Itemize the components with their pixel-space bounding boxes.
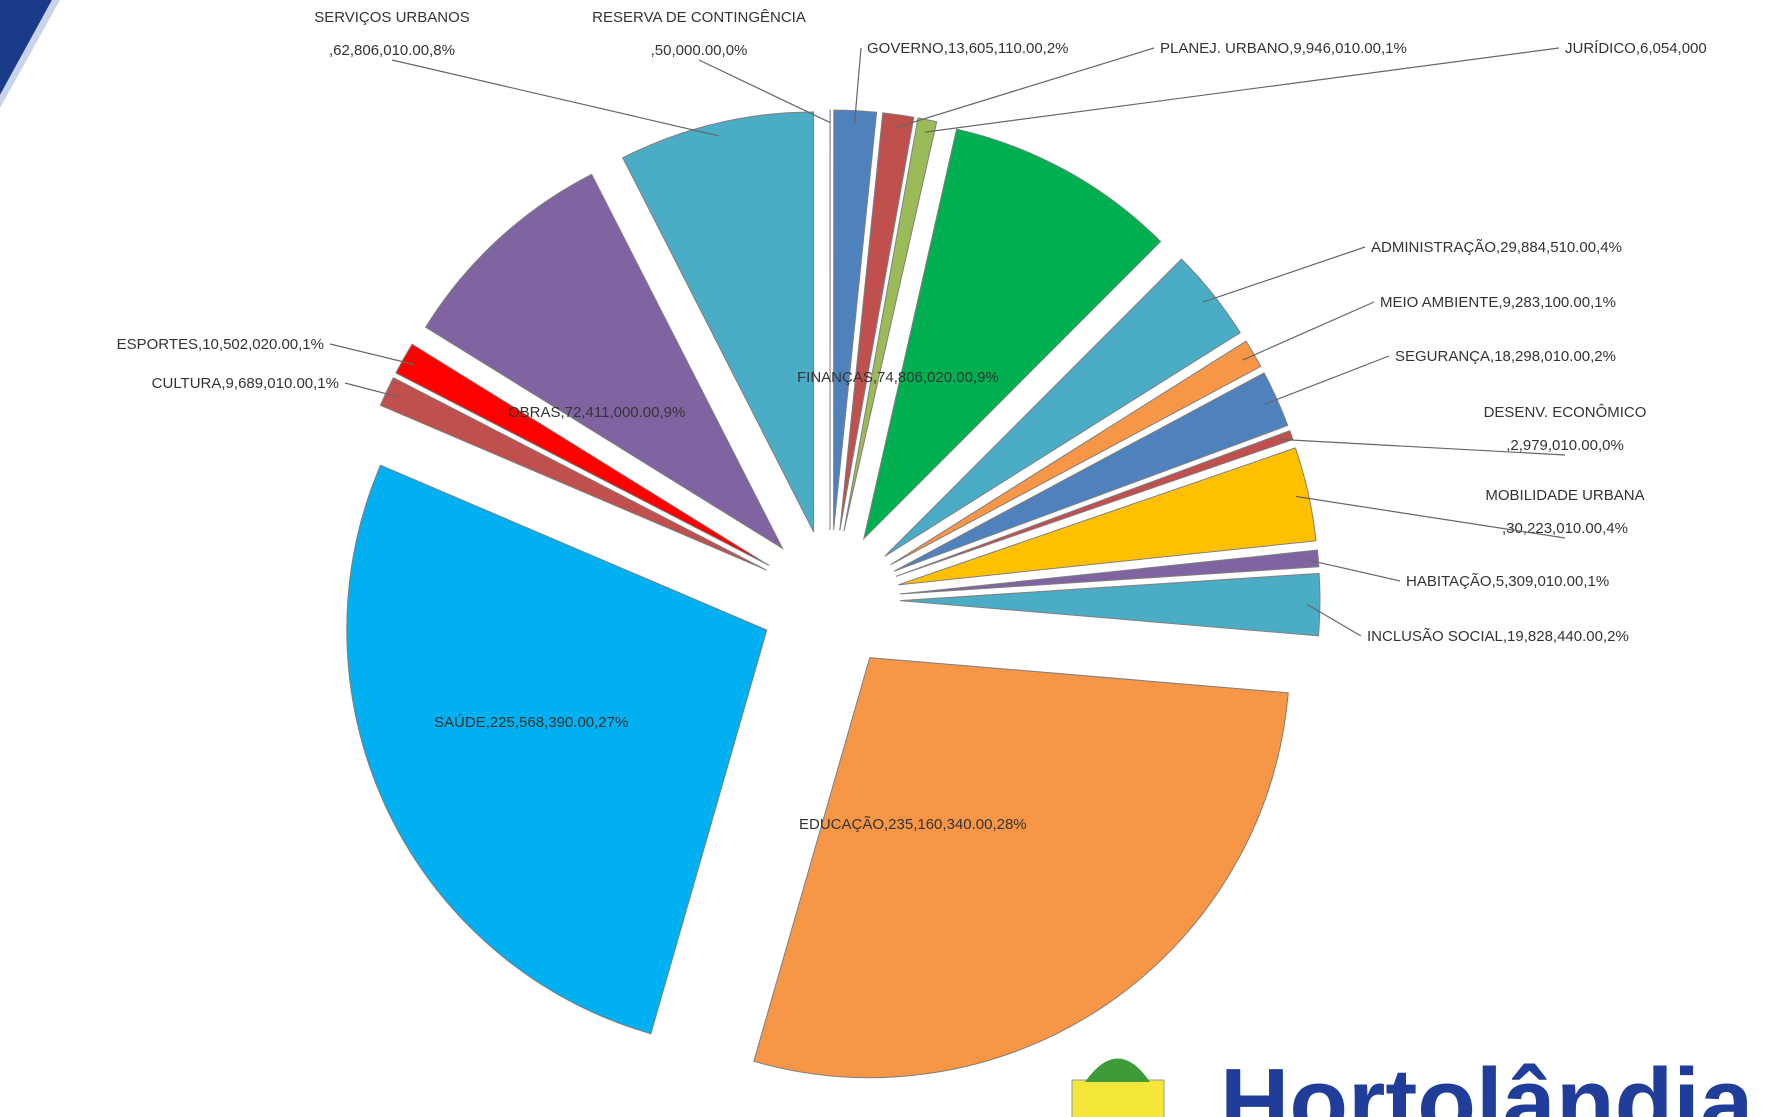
pie-slice [395,343,770,566]
label-value: ,9,283,100.00,1% [1498,294,1616,311]
leader-line [391,59,719,137]
label-category: HABITAÇÃO [1406,573,1492,590]
corner-stripe [0,0,60,108]
label-category: SAÚDE [434,714,486,731]
data-label: DESENV. ECONÔMICO ,2,979,010.00,0% [1484,404,1647,454]
leader-line [1279,438,1566,456]
pie-slice [898,447,1317,586]
logo: Hortolândia [1071,1049,1754,1117]
data-label: SERVIÇOS URBANOS ,62,806,010.00,8% [314,9,470,59]
data-label: EDUCAÇÃO,235,160,340.00,28% [799,816,1027,833]
label-value: ,18,298,010.00,2% [1490,348,1616,365]
leader-line [1305,558,1401,582]
label-category: MEIO AMBIENTE [1380,294,1498,311]
leader-line [1202,246,1366,303]
label-category: JURÍDICO [1565,40,1636,57]
pie-slice [884,258,1241,557]
label-category: FINANÇAS [797,369,873,386]
label-value: ,72,411,000.00,9% [561,404,686,421]
data-label: SAÚDE,225,568,390.00,27% [434,714,628,731]
label-value: ,30,223,010.00,4% [1502,520,1628,537]
label-value: ,19,828,440.00,2% [1503,628,1629,645]
label-category: MOBILIDADE URBANA [1485,487,1644,504]
label-value: ,9,689,010.00,1% [221,375,339,392]
leader-line [329,343,415,366]
label-category: DESENV. ECONÔMICO [1484,404,1647,421]
pie [346,109,1321,1079]
label-value: ,235,160,340.00,28% [884,816,1027,833]
data-label: FINANÇAS,74,806,020.00,9% [797,369,999,386]
data-label: MEIO AMBIENTE,9,283,100.00,1% [1380,294,1616,311]
label-category: RESERVA DE CONTINGÊNCIA [592,9,806,26]
leader-line [344,382,399,398]
pie-slice [622,111,815,533]
data-label: ADMINISTRAÇÃO,29,884,510.00,4% [1371,239,1622,256]
label-value: ,13,605,110.00,2% [944,40,1069,57]
label-category: ADMINISTRAÇÃO [1371,239,1496,256]
leader-line [1265,355,1390,405]
label-value: ,29,884,510.00,4% [1496,239,1622,256]
pie-slice [899,572,1321,637]
logo-icon-mound [1085,1058,1150,1082]
label-category: INCLUSÃO SOCIAL [1367,628,1503,645]
leader-line [1295,495,1566,539]
label-category: SEGURANÇA [1395,348,1490,365]
data-label: ESPORTES,10,502,020.00,1% [117,336,324,353]
data-label: SEGURANÇA,18,298,010.00,2% [1395,348,1616,365]
leader-line [1307,603,1362,637]
label-value: ,74,806,020.00,9% [873,369,999,386]
leader-line [924,47,1560,133]
pie-slice [843,117,938,532]
label-value: ,6,054,000 [1636,40,1707,57]
data-label: CULTURA,9,689,010.00,1% [152,375,339,392]
data-label: OBRAS,72,411,000.00,9% [508,404,685,421]
pie-slice [424,173,784,550]
label-category: ESPORTES [117,336,198,353]
pie-slice [862,128,1162,541]
data-label: PLANEJ. URBANO,9,946,010.00,1% [1160,40,1407,57]
pie-slice [899,549,1320,595]
data-label: GOVERNO,13,605,110.00,2% [867,40,1069,57]
label-category: SERVIÇOS URBANOS [314,9,470,26]
logo-text: Hortolândia [1220,1049,1754,1117]
label-value: ,62,806,010.00,8% [329,42,455,59]
data-label: HABITAÇÃO,5,309,010.00,1% [1406,573,1609,590]
leader-line [698,59,831,124]
labels: RESERVA DE CONTINGÊNCIA ,50,000.00,0% GOVE… [117,9,1707,833]
label-category: PLANEJ. URBANO [1160,40,1289,57]
data-label: INCLUSÃO SOCIAL,19,828,440.00,2% [1367,628,1629,645]
label-value: ,50,000.00,0% [651,42,748,59]
pie-slice [890,340,1262,566]
logo-icon [1071,1079,1165,1117]
label-value: ,225,568,390.00,27% [486,714,629,731]
label-category: EDUCAÇÃO [799,816,884,833]
data-label: RESERVA DE CONTINGÊNCIA ,50,000.00,0% [592,9,806,59]
pie-slice [346,464,768,1035]
label-category: CULTURA [152,375,222,392]
leader-line [853,47,862,124]
pie-slice [379,377,767,571]
label-value: ,5,309,010.00,1% [1492,573,1610,590]
leader-line [1242,301,1375,361]
label-value: ,2,979,010.00,0% [1506,437,1624,454]
leader-line [896,47,1155,128]
label-value: ,10,502,020.00,1% [198,336,324,353]
label-value: ,9,946,010.00,1% [1289,40,1407,57]
pie-slice [893,372,1289,572]
pie-slice [753,657,1289,1079]
pie-slice [839,112,915,531]
label-category: GOVERNO [867,40,944,57]
data-label: JURÍDICO,6,054,000 [1565,40,1707,57]
label-category: OBRAS [508,404,561,421]
